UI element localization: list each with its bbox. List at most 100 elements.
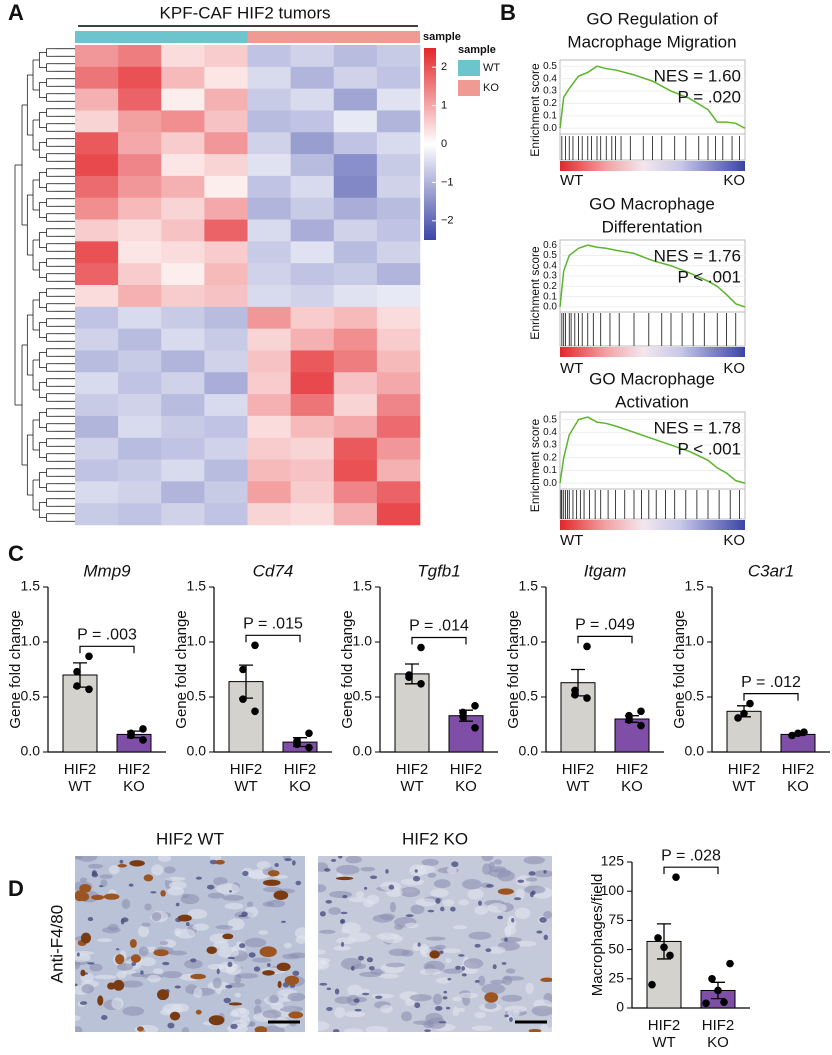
stain — [97, 995, 104, 1006]
tissue — [245, 906, 259, 918]
nucleus — [284, 858, 292, 862]
y-tick-label: 0.0 — [543, 302, 557, 313]
tissue — [531, 1005, 552, 1017]
tissue — [216, 883, 240, 895]
tissue — [474, 905, 488, 915]
rank-bar — [560, 347, 745, 357]
stain — [190, 973, 206, 980]
tissue — [533, 870, 552, 878]
heatmap-cell — [247, 437, 291, 460]
data-point — [625, 716, 633, 724]
heatmap-cell — [333, 197, 378, 220]
nucleus — [76, 952, 80, 957]
nucleus — [206, 884, 215, 890]
stain — [160, 890, 166, 897]
tissue — [359, 971, 382, 978]
heatmap-cell — [118, 328, 162, 351]
stain — [80, 932, 92, 944]
tissue — [523, 856, 545, 865]
nucleus — [362, 992, 370, 996]
tissue — [164, 876, 186, 881]
rank-end: WT — [560, 532, 583, 549]
x-tick-label: HIF2 — [616, 761, 649, 778]
y-tick-label: 100 — [601, 882, 625, 898]
heatmap-cell — [118, 45, 162, 68]
nucleus — [424, 1029, 431, 1032]
tissue — [251, 957, 272, 963]
colorbar-label: −1 — [441, 176, 454, 188]
nucleus — [485, 948, 492, 953]
tissue — [363, 899, 375, 908]
x-tick-label: HIF2 — [648, 1017, 681, 1034]
tissue — [376, 932, 400, 940]
tissue — [167, 886, 185, 896]
nucleus — [229, 890, 233, 893]
nucleus — [223, 997, 232, 1004]
heatmap-cell — [75, 350, 119, 373]
heatmap-cell — [118, 175, 162, 199]
stain — [169, 1011, 181, 1021]
data-point — [139, 736, 147, 744]
tissue — [117, 963, 134, 971]
tissue — [345, 856, 362, 864]
heatmap-cell — [247, 88, 291, 111]
tissue — [162, 1003, 183, 1014]
heatmap-cell — [204, 306, 248, 329]
nucleus — [478, 900, 482, 906]
heatmap-cell — [118, 415, 162, 439]
nucleus — [517, 879, 525, 883]
heatmap-cell — [376, 285, 421, 308]
p-label: P = .020 — [678, 87, 742, 106]
heatmap-cell — [333, 175, 378, 199]
data-point — [702, 999, 710, 1008]
heatmap-cell — [290, 328, 335, 351]
tissue — [467, 888, 484, 900]
tissue — [427, 872, 437, 878]
heatmap-cell — [204, 394, 248, 417]
tissue — [94, 974, 117, 980]
x-tick-label: KO — [621, 778, 643, 795]
nucleus — [439, 950, 444, 954]
data-point — [726, 959, 734, 968]
tissue — [463, 958, 484, 969]
panel-label: B — [500, 0, 516, 25]
y-axis-label: Gene fold change — [505, 610, 522, 728]
heatmap-cell — [290, 219, 335, 242]
tissue — [487, 902, 507, 913]
data-point — [73, 682, 81, 690]
heatmap-cell — [161, 66, 205, 89]
tissue — [102, 926, 121, 934]
heatmap-cell — [75, 66, 119, 89]
micrograph-title: HIF2 WT — [156, 829, 224, 848]
bracket — [79, 645, 135, 654]
y-tick-label: 0 — [616, 999, 624, 1015]
tissue — [458, 899, 470, 906]
nucleus — [91, 870, 97, 876]
tissue — [365, 1025, 388, 1032]
heatmap-cell — [75, 219, 119, 242]
y-tick-label: 0.4 — [543, 73, 557, 84]
legend-title: sample — [458, 44, 496, 56]
colorbar — [424, 48, 436, 240]
tissue — [164, 866, 176, 874]
x-tick-label: HIF2 — [782, 761, 815, 778]
heatmap-cell — [290, 175, 335, 199]
data-point — [85, 685, 93, 694]
data-point — [405, 673, 413, 681]
heatmap-cell — [204, 437, 248, 460]
heatmap-cell — [333, 394, 378, 417]
y-tick-label: 0.2 — [543, 98, 557, 109]
stain — [195, 1009, 202, 1015]
nucleus — [227, 956, 236, 960]
heatmap-cell — [75, 88, 119, 111]
nucleus — [150, 891, 157, 894]
heatmap-cell — [333, 350, 378, 373]
heatmap-cell — [161, 372, 205, 395]
tissue — [318, 949, 327, 955]
nucleus — [358, 955, 364, 961]
heatmap-cell — [204, 459, 248, 482]
tissue — [122, 1006, 145, 1016]
tissue — [462, 878, 482, 890]
x-tick-label: HIF2 — [284, 761, 317, 778]
tissue — [504, 926, 512, 937]
